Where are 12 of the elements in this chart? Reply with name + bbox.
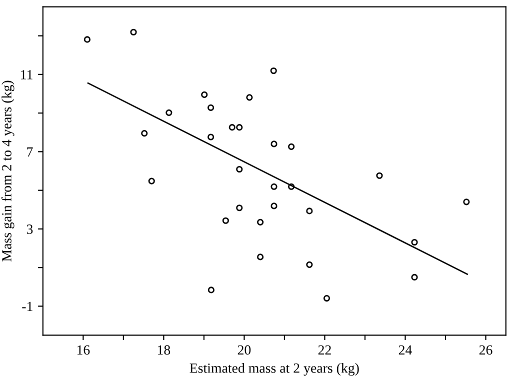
- y-axis-title: Mass gain from 2 to 4 years (kg): [2, 80, 14, 262]
- x-axis-title: Estimated mass at 2 years (kg): [190, 363, 359, 376]
- x-tick-label: 20: [238, 345, 251, 355]
- y-tick-label: 3: [26, 224, 33, 234]
- x-tick-label: 24: [398, 345, 412, 355]
- x-tick-label: 22: [318, 345, 331, 355]
- x-tick-label: 18: [158, 345, 170, 355]
- y-tick-label: 7: [27, 147, 33, 157]
- y-tick-label: 11: [21, 70, 32, 80]
- x-tick-label: 26: [479, 345, 492, 355]
- y-tick-label: -1: [22, 302, 32, 312]
- x-tick-label: 16: [77, 345, 90, 355]
